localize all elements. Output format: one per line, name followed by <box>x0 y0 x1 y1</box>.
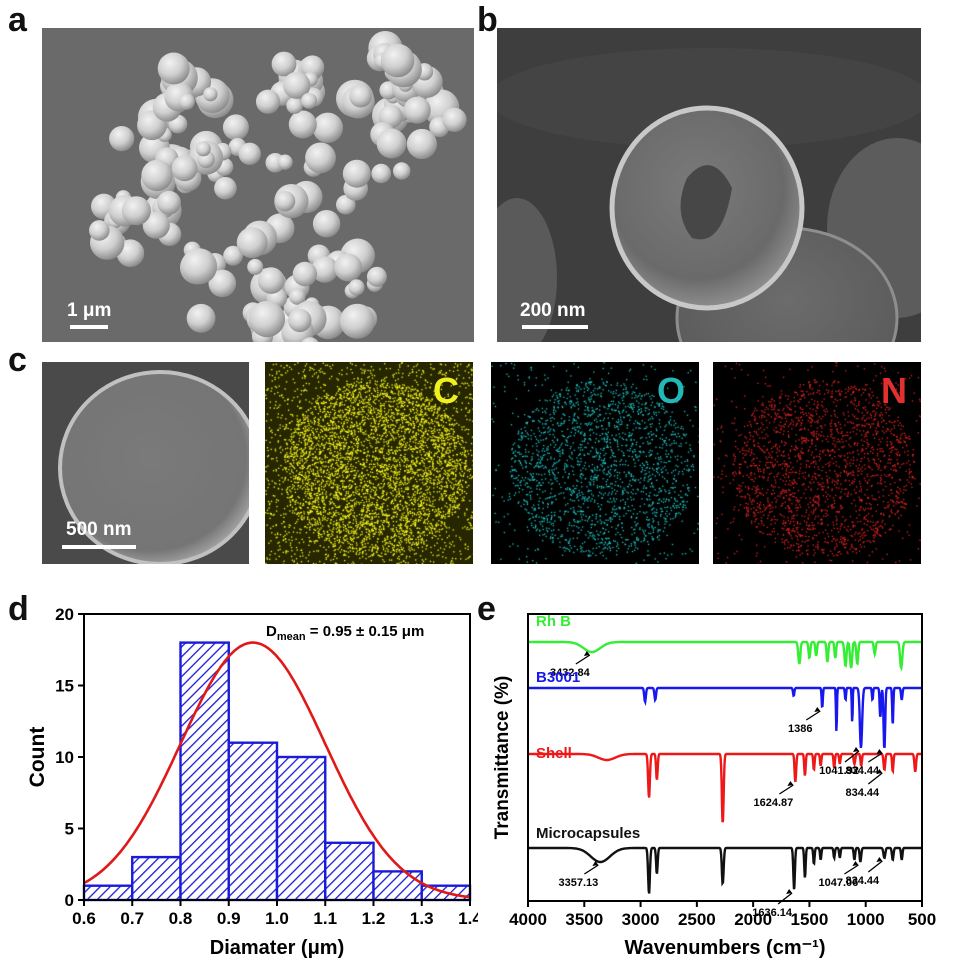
x-tick-label: 0.9 <box>217 909 241 928</box>
y-tick-label: 15 <box>55 677 74 696</box>
histogram-bar <box>84 886 132 900</box>
eds-map-carbon: C <box>265 362 473 564</box>
ftir-spectra-chart: Rh B3432.84B300113861041.92834.44Shell16… <box>478 590 955 963</box>
peak-label: 1386 <box>788 723 812 735</box>
peak-arrow <box>844 865 858 874</box>
peak-label: 834.44 <box>846 875 881 887</box>
ftir-series-line <box>528 688 922 748</box>
histogram-bar <box>374 871 422 900</box>
histogram-y-label: Count <box>26 727 49 788</box>
peak-label: 3357.13 <box>558 877 598 889</box>
eds-map-carbon-label: C <box>433 370 459 412</box>
panel-label-c: c <box>8 343 27 377</box>
sem-image-a-graphic <box>42 28 474 342</box>
peak-arrow <box>576 655 590 664</box>
sem-image-b: 200 nm <box>497 28 921 342</box>
ftir-series-name: Shell <box>536 745 572 762</box>
peak-label: 1624.87 <box>753 797 793 809</box>
peak-arrow <box>584 865 598 874</box>
peak-label: 834.44 <box>846 787 881 799</box>
y-tick-label: 0 <box>65 891 74 910</box>
peak-label: 834.44 <box>846 765 881 777</box>
panel-label-b: b <box>477 3 498 37</box>
scale-bar-label-c: 500 nm <box>66 519 131 541</box>
x-tick-label: 1.1 <box>313 909 337 928</box>
histogram-x-label: Diamater (μm) <box>210 937 345 959</box>
x-tick-label: 3000 <box>622 910 660 929</box>
y-tick-label: 20 <box>55 605 74 624</box>
ftir-series-name: Rh B <box>536 613 571 630</box>
sem-image-c: 500 nm <box>42 362 249 564</box>
x-tick-label: 1.0 <box>265 909 289 928</box>
eds-map-nitrogen-label: N <box>881 370 907 412</box>
scale-bar-b <box>522 325 588 329</box>
x-tick-label: 4000 <box>509 910 547 929</box>
sem-image-a: 1 μm <box>42 28 474 342</box>
scale-bar-c <box>62 545 136 549</box>
eds-map-nitrogen: N <box>713 362 921 564</box>
histogram-bar <box>325 843 373 900</box>
histogram-bar <box>277 757 325 900</box>
x-tick-label: 0.6 <box>72 909 96 928</box>
x-tick-label: 2500 <box>678 910 716 929</box>
ftir-y-label: Transmittance (%) <box>492 676 513 840</box>
y-tick-label: 5 <box>65 820 74 839</box>
scale-bar-label-b: 200 nm <box>520 300 585 322</box>
y-tick-label: 10 <box>55 748 74 767</box>
mean-diameter-annotation: Dmean = 0.95 ± 0.15 μm <box>266 623 424 643</box>
x-tick-label: 1.3 <box>410 909 434 928</box>
sem-image-b-graphic <box>497 28 921 342</box>
x-tick-label: 3500 <box>565 910 603 929</box>
x-tick-label: 1500 <box>791 910 829 929</box>
peak-arrow <box>806 711 820 720</box>
peak-arrow <box>868 861 882 872</box>
panel-label-a: a <box>8 3 27 37</box>
peak-arrow <box>779 785 793 794</box>
eds-map-oxygen: O <box>491 362 699 564</box>
ftir-series-name: Microcapsules <box>536 825 640 842</box>
ftir-series-name: B3001 <box>536 669 580 686</box>
histogram-bar <box>132 857 180 900</box>
eds-map-oxygen-label: O <box>657 370 685 412</box>
x-tick-label: 1.2 <box>362 909 386 928</box>
x-tick-label: 2000 <box>734 910 772 929</box>
x-tick-label: 0.8 <box>169 909 193 928</box>
ftir-x-label: Wavenumbers (cm⁻¹) <box>625 937 826 959</box>
scale-bar-a <box>70 325 108 329</box>
x-tick-label: 1.4 <box>458 909 478 928</box>
x-tick-label: 1000 <box>847 910 885 929</box>
histogram-bar <box>181 643 229 900</box>
size-distribution-histogram: 0.6 0.7 0.8 0.9 1.0 1.1 1.2 1.3 1.4 0 5 10 15 20 Dmea… <box>0 590 478 963</box>
scale-bar-label-a: 1 μm <box>67 300 111 322</box>
x-tick-label: 0.7 <box>120 909 144 928</box>
x-tick-label: 500 <box>908 910 936 929</box>
peak-arrow <box>778 893 792 904</box>
histogram-bar <box>229 743 277 900</box>
